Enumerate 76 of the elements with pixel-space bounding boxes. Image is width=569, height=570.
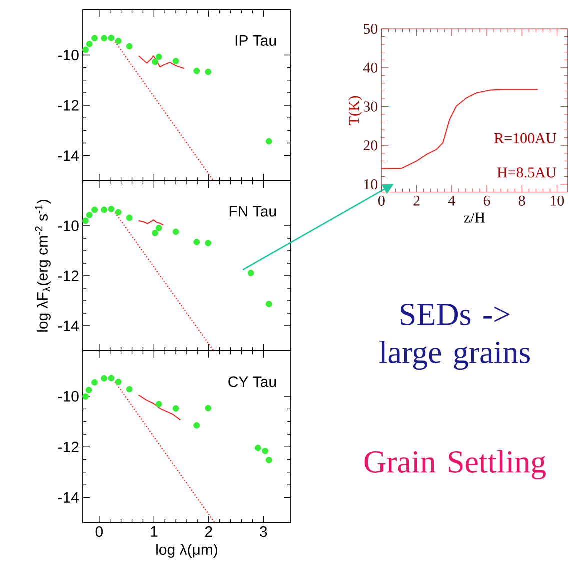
y-tick-label: -14 (58, 320, 80, 332)
annotation: R=100AU (494, 133, 556, 144)
x-tick-label: 4 (448, 196, 456, 206)
y-tick-label: -10 (58, 50, 79, 61)
point (254, 444, 262, 452)
y-tick-label: -10 (58, 220, 79, 232)
x-tick-label: 0 (96, 526, 103, 538)
point (86, 387, 92, 394)
y-tick-label: -14 (58, 492, 80, 503)
x-axis-title: log λ(μm) (156, 544, 218, 558)
annotation: IP Tau (236, 36, 276, 46)
point (126, 386, 133, 393)
point (82, 218, 89, 224)
y-tick-label: -10 (58, 391, 79, 402)
point (266, 457, 272, 464)
x-tick-label: 0 (378, 196, 385, 206)
point (156, 54, 162, 60)
point (205, 240, 212, 246)
point (266, 138, 272, 145)
point (172, 228, 180, 236)
point (92, 379, 98, 386)
y-tick-label: 50 (364, 24, 378, 34)
x-tick-label: 2 (205, 526, 212, 537)
point (101, 35, 108, 42)
point (82, 394, 89, 400)
point (194, 68, 200, 74)
point (82, 46, 89, 54)
point (86, 212, 93, 218)
point (156, 401, 162, 408)
point (86, 41, 93, 48)
point (205, 68, 212, 76)
point (101, 375, 108, 382)
point (156, 225, 162, 232)
point (262, 448, 268, 454)
y-tick-label: -12 (58, 270, 79, 282)
y-tick-label: 30 (364, 102, 378, 112)
y-axis-title: T(K) (348, 96, 362, 126)
point (194, 422, 200, 429)
point (101, 206, 108, 214)
point (108, 34, 115, 42)
point (115, 209, 122, 216)
point (194, 239, 200, 246)
x-tick-label: 1 (151, 526, 158, 537)
point (205, 405, 212, 412)
x-tick-label: 8 (518, 196, 526, 206)
text: Grain Settling (364, 450, 546, 480)
x-tick-label: 10 (550, 196, 564, 206)
annotation: FN Tau (230, 206, 276, 217)
y-axis-title: log λF$_{λ}$(erg cm$^{-2}$ s$^{-1}$) (35, 200, 51, 332)
point (266, 301, 272, 308)
y-tick-label: 20 (364, 140, 378, 151)
point (152, 230, 158, 236)
point (172, 58, 180, 64)
annotation: H=8.5AU (497, 168, 556, 178)
point (115, 38, 122, 44)
point (108, 375, 115, 382)
y-tick-label: -14 (58, 150, 80, 162)
point (115, 378, 122, 386)
y-tick-label: 10 (364, 179, 378, 190)
point (248, 270, 254, 276)
x-tick-label: 2 (414, 196, 420, 206)
x-tick-label: 6 (484, 196, 490, 206)
point (152, 58, 158, 66)
annotation: CY Tau (228, 376, 276, 388)
point (126, 214, 133, 222)
y-tick-label: -12 (58, 442, 79, 452)
point (92, 206, 98, 214)
x-tick-label: 3 (260, 526, 268, 538)
point (92, 35, 98, 42)
y-tick-label: -12 (58, 100, 79, 111)
point (108, 206, 115, 212)
y-tick-label: 40 (363, 62, 378, 73)
point (172, 405, 180, 412)
text: SEDs -> large grains (380, 304, 530, 370)
point (126, 43, 133, 50)
x-axis-title: z/H (464, 212, 486, 223)
